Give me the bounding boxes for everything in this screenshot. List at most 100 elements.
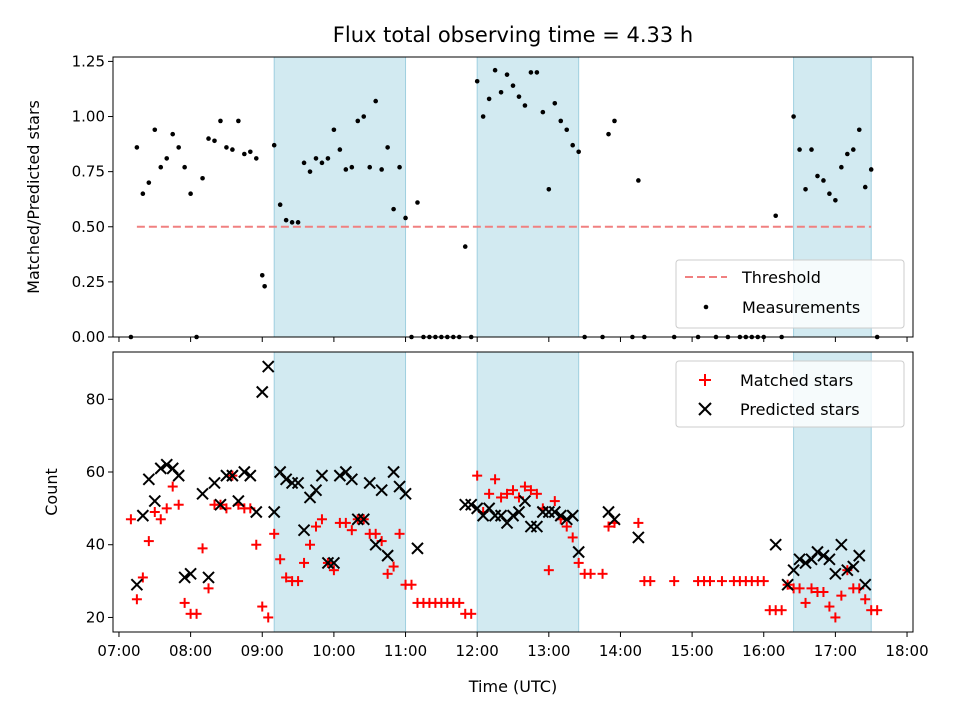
predicted-star-point [829, 567, 842, 581]
matched-star-point [800, 597, 811, 608]
x-tick-label: 10:00 [312, 642, 355, 660]
matched-star-point [310, 521, 321, 532]
measurement-point [540, 109, 546, 115]
measurement-point [182, 164, 187, 170]
measurement-point [462, 244, 468, 249]
matched-star-point [388, 561, 399, 572]
matched-star-point [561, 521, 572, 532]
predicted-star-point [823, 553, 836, 566]
predicted-star-point [811, 545, 824, 559]
measurement-point [230, 147, 235, 152]
x-tick-label: 16:00 [742, 642, 785, 660]
predicted-star-point [178, 571, 191, 584]
predicted-star-point [548, 505, 561, 519]
count-legend-box [675, 360, 905, 428]
matched-star-point [872, 605, 883, 616]
predicted-star-point [256, 385, 269, 399]
predicted-star-point [250, 505, 263, 519]
predicted-star-point [781, 578, 794, 591]
measurement-point [403, 215, 408, 221]
matched-star-point [830, 612, 841, 623]
predicted-star-point [369, 538, 382, 551]
matched-star-point [131, 594, 142, 605]
x-tick-label: 15:00 [670, 642, 713, 660]
count-observing-window-2 [476, 351, 580, 633]
measurement-point [262, 283, 267, 289]
predicted-star-point [859, 578, 872, 591]
predicted-star-point [853, 549, 866, 562]
measurement-point [271, 142, 277, 148]
measurement-point [367, 164, 373, 170]
time-x-axis-label: Time (UTC) [468, 677, 557, 696]
measurement-point [212, 138, 217, 144]
predicted-star-point [835, 538, 848, 551]
matched-star-point [860, 594, 871, 605]
measurement-point [558, 118, 564, 124]
predicted-star-point [136, 509, 150, 522]
predicted-star-point [345, 473, 359, 486]
matched-star-point [143, 536, 154, 547]
ratio-observing-window-1 [273, 56, 407, 338]
count-observing-window-1 [273, 351, 407, 633]
matched-star-point [293, 576, 304, 587]
measurement-point [636, 178, 641, 183]
predicted-star-point [363, 476, 376, 490]
measurement-point [510, 83, 516, 88]
measurement-point [552, 100, 558, 106]
measurement-point [218, 118, 223, 124]
matched-star-point [836, 590, 847, 601]
predicted-star-point [560, 513, 573, 526]
predicted-star-point [202, 571, 215, 584]
measurement-point [845, 151, 850, 157]
matched-star-point [197, 543, 208, 554]
x-tick-label: 12:00 [456, 642, 499, 660]
predicted-star-point [309, 483, 323, 497]
matched-star-point [149, 507, 160, 517]
predicted-star-point [267, 505, 281, 519]
x-tick-label: 07:00 [97, 642, 140, 660]
matched-star-point [543, 565, 554, 576]
legend-predicted-label: Predicted stars [740, 400, 860, 419]
measurement-point [504, 72, 510, 77]
ratio-y-tick-label: 0.00 [72, 328, 105, 346]
matched-star-point [466, 608, 477, 619]
measurement-point [606, 131, 611, 137]
matched-star-point [567, 532, 578, 543]
matched-star-point [531, 488, 542, 499]
matched-star-point [370, 528, 381, 539]
predicted-star-point [512, 505, 526, 519]
measurement-point [158, 164, 164, 170]
ratio-y-tick-label: 0.50 [72, 218, 105, 236]
measurement-point [152, 127, 158, 133]
predicted-star-point [226, 469, 239, 482]
predicted-star-point [769, 538, 782, 551]
predicted-star-point [375, 483, 388, 497]
predicted-star-point [632, 531, 645, 544]
measurement-point [815, 173, 820, 179]
predicted-star-point [214, 498, 227, 511]
predicted-star-point [465, 498, 478, 511]
predicted-star-point [572, 545, 585, 559]
measurement-point [791, 114, 796, 119]
matched-star-point [346, 525, 357, 536]
ratio-panel-frame [112, 56, 914, 338]
measurement-point [307, 169, 313, 174]
predicted-star-point [793, 553, 806, 566]
measurement-point [797, 147, 802, 152]
matched-star-point [806, 583, 817, 594]
measurement-point [474, 78, 480, 84]
matched-star-point [776, 605, 787, 616]
matched-star-point [645, 576, 656, 587]
count-y-tick-label: 40 [86, 536, 105, 554]
matched-star-point [125, 514, 136, 525]
predicted-star-point [387, 465, 400, 479]
matched-star-point [454, 597, 465, 608]
measurement-point [176, 145, 181, 150]
x-tick-label: 14:00 [599, 642, 642, 660]
matched-star-point [669, 576, 680, 587]
count-y-tick-label: 60 [86, 463, 105, 481]
matched-star-point [173, 499, 184, 510]
measurement-point [773, 213, 778, 219]
measurement-point [361, 114, 367, 119]
matched-star-point [275, 554, 286, 565]
